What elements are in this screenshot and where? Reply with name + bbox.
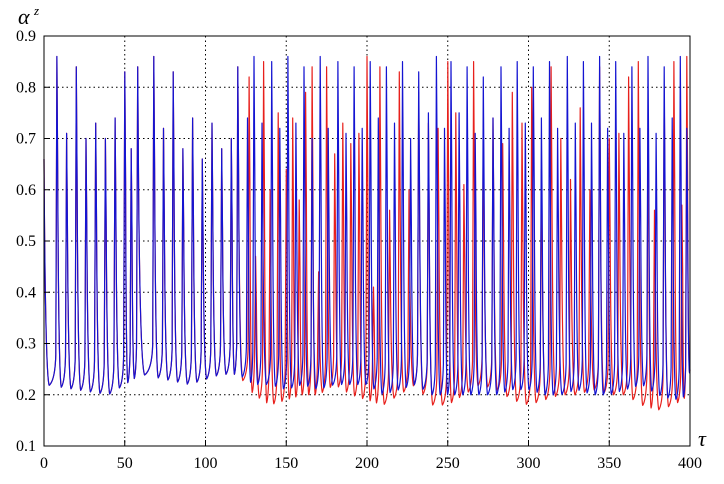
- y-axis-title: α: [18, 4, 30, 29]
- x-tick-label-150: 150: [274, 455, 298, 472]
- tick-labels: 0 50 100 150 200 250 300 350 400 0.1 0.2 0.3 0.4 0.5 0…: [16, 28, 702, 472]
- series-line-2: [43, 55, 691, 400]
- x-tick-label-400: 400: [678, 455, 702, 472]
- x-tick-label-0: 0: [40, 455, 48, 472]
- x-tick-label-200: 200: [355, 455, 379, 472]
- y-tick-label-0.6: 0.6: [16, 182, 36, 199]
- y-tick-label-0.4: 0.4: [16, 284, 36, 301]
- y-tick-label-0.3: 0.3: [16, 336, 36, 353]
- y-tick-label-0.5: 0.5: [16, 233, 36, 250]
- y-tick-label-0.1: 0.1: [16, 438, 36, 455]
- x-tick-label-250: 250: [436, 455, 460, 472]
- y-tick-label-0.7: 0.7: [16, 131, 36, 148]
- x-axis-title: τ: [698, 426, 707, 451]
- x-tick-label-50: 50: [117, 455, 133, 472]
- axis-ticks: [43, 35, 691, 447]
- y-tick-label-0.9: 0.9: [16, 28, 36, 45]
- x-tick-label-100: 100: [194, 455, 218, 472]
- x-tick-label-350: 350: [597, 455, 621, 472]
- y-axis-title-superscript: z: [33, 3, 39, 18]
- y-tick-label-0.2: 0.2: [16, 387, 36, 404]
- series-layer: [43, 55, 691, 411]
- y-tick-label-0.8: 0.8: [16, 79, 36, 96]
- x-tick-label-300: 300: [517, 455, 541, 472]
